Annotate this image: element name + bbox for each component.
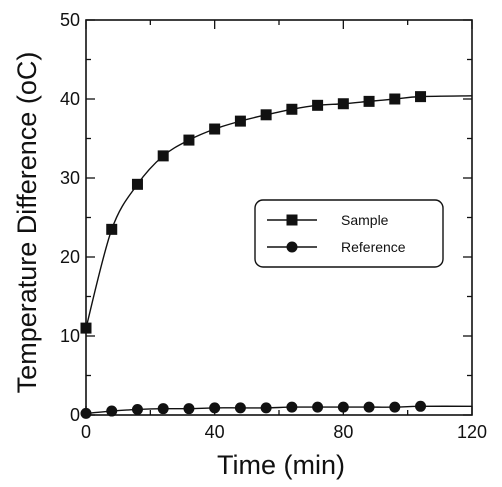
x-tick-label: 40 xyxy=(205,422,225,442)
reference-point xyxy=(183,403,195,415)
legend-box xyxy=(254,199,444,268)
x-axis-label: Time (min) xyxy=(217,450,345,480)
sample-point xyxy=(389,93,401,105)
reference-point xyxy=(234,402,246,414)
sample-point xyxy=(209,123,221,135)
sample-point xyxy=(183,134,195,146)
x-tick-label: 80 xyxy=(333,422,353,442)
axis-tick-labels: 0 40 80 120 0 10 20 30 40 50 xyxy=(60,10,487,442)
reference-point xyxy=(286,401,298,413)
reference-point xyxy=(389,401,401,413)
legend-label-reference: Reference xyxy=(341,239,406,255)
y-tick-label: 30 xyxy=(60,168,80,188)
y-tick-label: 10 xyxy=(60,326,80,346)
reference-point xyxy=(80,407,92,419)
sample-point xyxy=(131,178,143,190)
reference-point xyxy=(260,402,272,414)
y-tick-label: 20 xyxy=(60,247,80,267)
legend-marker-sample xyxy=(286,214,298,226)
y-tick-label: 50 xyxy=(60,10,80,30)
sample-point xyxy=(157,150,169,162)
reference-point xyxy=(157,403,169,415)
reference-point xyxy=(415,400,427,412)
legend-label-sample: Sample xyxy=(341,212,389,228)
series-markers xyxy=(80,91,427,419)
sample-point xyxy=(106,223,118,235)
reference-point xyxy=(337,401,349,413)
sample-point xyxy=(312,99,324,111)
x-tick-label: 120 xyxy=(457,422,487,442)
sample-point xyxy=(363,95,375,107)
reference-point xyxy=(106,405,118,417)
sample-point xyxy=(80,322,92,334)
sample-point xyxy=(286,103,298,115)
reference-point xyxy=(312,401,324,413)
sample-point xyxy=(234,115,246,127)
reference-point xyxy=(209,402,221,414)
legend: Sample Reference xyxy=(254,199,444,268)
y-tick-label: 40 xyxy=(60,89,80,109)
sample-point xyxy=(415,91,427,103)
y-tick-label: 0 xyxy=(70,405,80,425)
sample-point xyxy=(260,109,272,121)
legend-marker-reference xyxy=(286,241,298,253)
reference-point xyxy=(363,401,375,413)
reference-point xyxy=(131,403,143,415)
sample-point xyxy=(337,98,349,110)
y-axis-label: Temperature Difference (oC) xyxy=(12,52,42,394)
x-tick-label: 0 xyxy=(81,422,91,442)
